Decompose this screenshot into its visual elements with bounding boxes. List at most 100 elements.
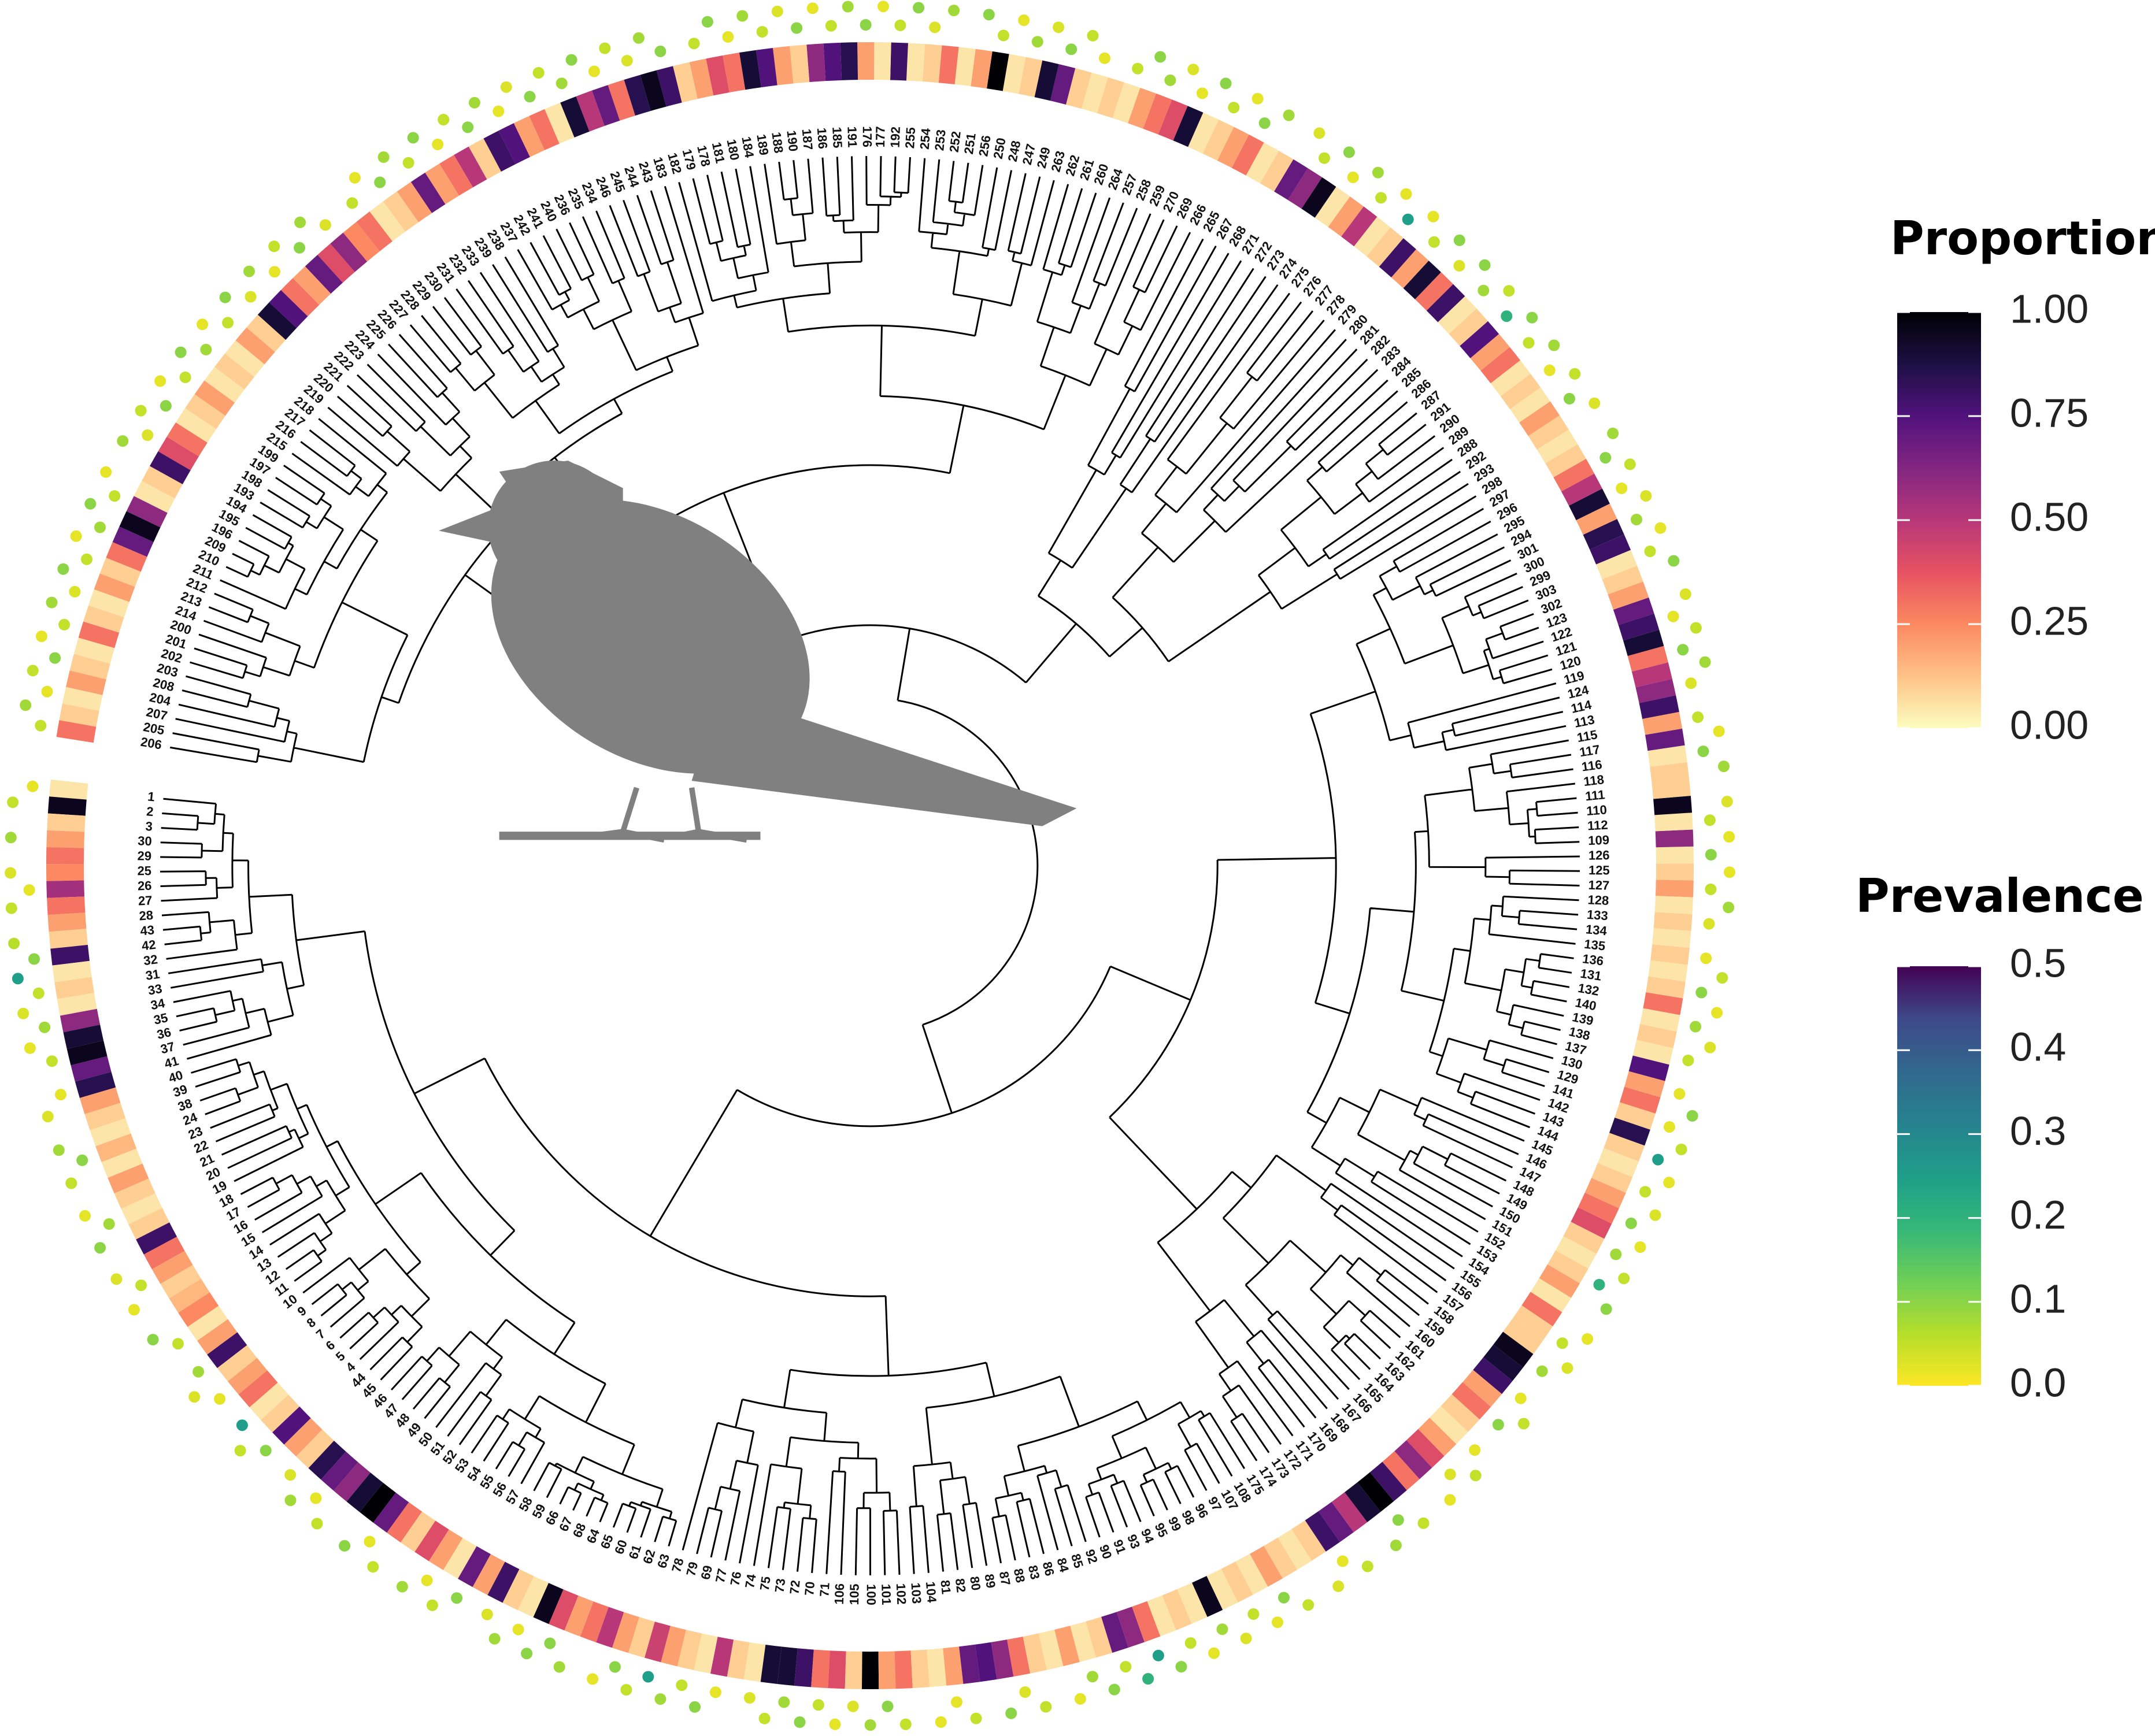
proportion-cell (1415, 272, 1453, 311)
proportion-cell (1623, 629, 1664, 656)
prevalence-dot (794, 1716, 806, 1728)
prevalence-dot (1175, 1661, 1187, 1673)
proportion-cell (84, 1103, 126, 1130)
prevalence-dot (1723, 902, 1735, 914)
proportion-cell (1602, 565, 1643, 595)
prevalence-dot (1428, 236, 1440, 248)
proportion-cell (360, 1482, 396, 1523)
prevalence-dot (1607, 427, 1619, 439)
tip-label: 2 (146, 804, 154, 819)
prevalence-dot (860, 19, 872, 31)
prevalence-dot (1478, 284, 1490, 296)
proportion-cell (75, 1071, 116, 1099)
proportion-cell (284, 1418, 323, 1457)
prevalence-dot (1053, 21, 1065, 34)
proportion-cell (1132, 1601, 1161, 1642)
tip-label: 191 (845, 126, 860, 147)
tip-label: 89 (982, 1573, 998, 1589)
legend-tick-label: 0.50 (2010, 494, 2089, 539)
proportion-cell (428, 1529, 463, 1570)
prevalence-dot (1582, 1333, 1594, 1345)
proportion-cell (1503, 1318, 1543, 1354)
tip-label: 115 (1576, 727, 1598, 745)
tip-label: 135 (1583, 937, 1606, 954)
prevalence-dot (1723, 831, 1735, 843)
prevalence-dot (214, 1393, 226, 1405)
prevalence-dot (1692, 711, 1704, 723)
prevalence-dot (1668, 555, 1680, 567)
prevalence-dot (1319, 152, 1330, 164)
proportion-cell (1591, 1163, 1633, 1193)
prevalence-dot (49, 652, 61, 664)
proportion-cell (1357, 1472, 1394, 1512)
prevalence-dot (20, 699, 32, 711)
proportion-cell (60, 1008, 101, 1033)
prevalence-dot (135, 1279, 147, 1292)
tip-label: 101 (879, 1583, 894, 1605)
proportion-cell (1583, 519, 1624, 550)
legend-tick-label: 0.0 (2010, 1360, 2066, 1405)
prevalence-dot (1065, 43, 1078, 55)
proportion-cell (922, 44, 942, 83)
tip-label: 105 (847, 1583, 862, 1605)
proportion-cell (46, 847, 84, 865)
proportion-cell (1639, 695, 1679, 719)
proportion-cell (727, 1639, 750, 1680)
prevalence-dot (1569, 368, 1581, 380)
prevalence-dot (1031, 36, 1043, 48)
proportion-cell (217, 1345, 257, 1382)
proportion-cell (959, 1644, 980, 1684)
proportion-cell (225, 340, 265, 377)
proportion-cell (1604, 1133, 1645, 1162)
tip-label: 132 (1577, 981, 1600, 999)
prevalence-dot (825, 20, 837, 32)
proportion-cell (1391, 249, 1429, 288)
tip-label: 26 (138, 878, 152, 893)
prevalence-dot (1610, 1248, 1622, 1260)
tip-label: 1 (147, 789, 155, 804)
tip-label: 192 (888, 127, 903, 149)
prevalence-dot (5, 867, 17, 879)
proportion-cell (1038, 1630, 1064, 1670)
colorbar (1897, 966, 1981, 1386)
proportion-cell (1441, 1394, 1480, 1432)
prevalence-dot (1240, 1633, 1252, 1645)
proportion-cell (425, 164, 460, 205)
proportion-cell (1547, 1250, 1589, 1284)
tip-label: 33 (147, 981, 163, 998)
proportion-cell (1112, 82, 1141, 124)
proportion-cell (878, 1651, 896, 1689)
prevalence-dot (53, 1144, 65, 1156)
proportion-cell (269, 290, 308, 328)
prevalence-dot (1040, 1701, 1052, 1713)
prevalence-dot (1631, 514, 1642, 525)
proportion-cell (777, 1646, 798, 1686)
tip-label: 134 (1585, 922, 1608, 938)
proportion-cell (1007, 1637, 1031, 1677)
proportion-cell (1648, 960, 1688, 982)
tip-label: 25 (137, 863, 151, 878)
proportion-cell (706, 55, 730, 96)
proportion-cell (83, 605, 124, 633)
legend-tick-label: 0.4 (2010, 1025, 2066, 1070)
prevalence-dot (1501, 310, 1513, 322)
proportion-cell (1246, 142, 1279, 184)
proportion-cell (47, 912, 87, 932)
legend-tick-label: 0.5 (2010, 940, 2066, 985)
tree: 1233029252627284342323133343536374140393… (137, 126, 1609, 1605)
proportion-cell (454, 146, 487, 188)
prevalence-dot (1503, 285, 1515, 297)
prevalence-dot (1526, 311, 1538, 324)
prevalence-dot (1400, 188, 1412, 200)
proportion-cell (861, 1651, 879, 1690)
tip-label: 3 (145, 819, 153, 834)
tip-label: 83 (1025, 1564, 1043, 1581)
proportion-cell (1002, 54, 1026, 94)
prevalence-dot (1556, 1337, 1568, 1349)
prevalence-dot (1515, 1392, 1527, 1404)
proportion-cell (806, 43, 826, 83)
proportion-cell (1023, 1633, 1047, 1674)
prevalence-dot (1686, 1110, 1698, 1122)
proportion-cell (65, 670, 106, 695)
prevalence-dot (521, 1648, 533, 1660)
